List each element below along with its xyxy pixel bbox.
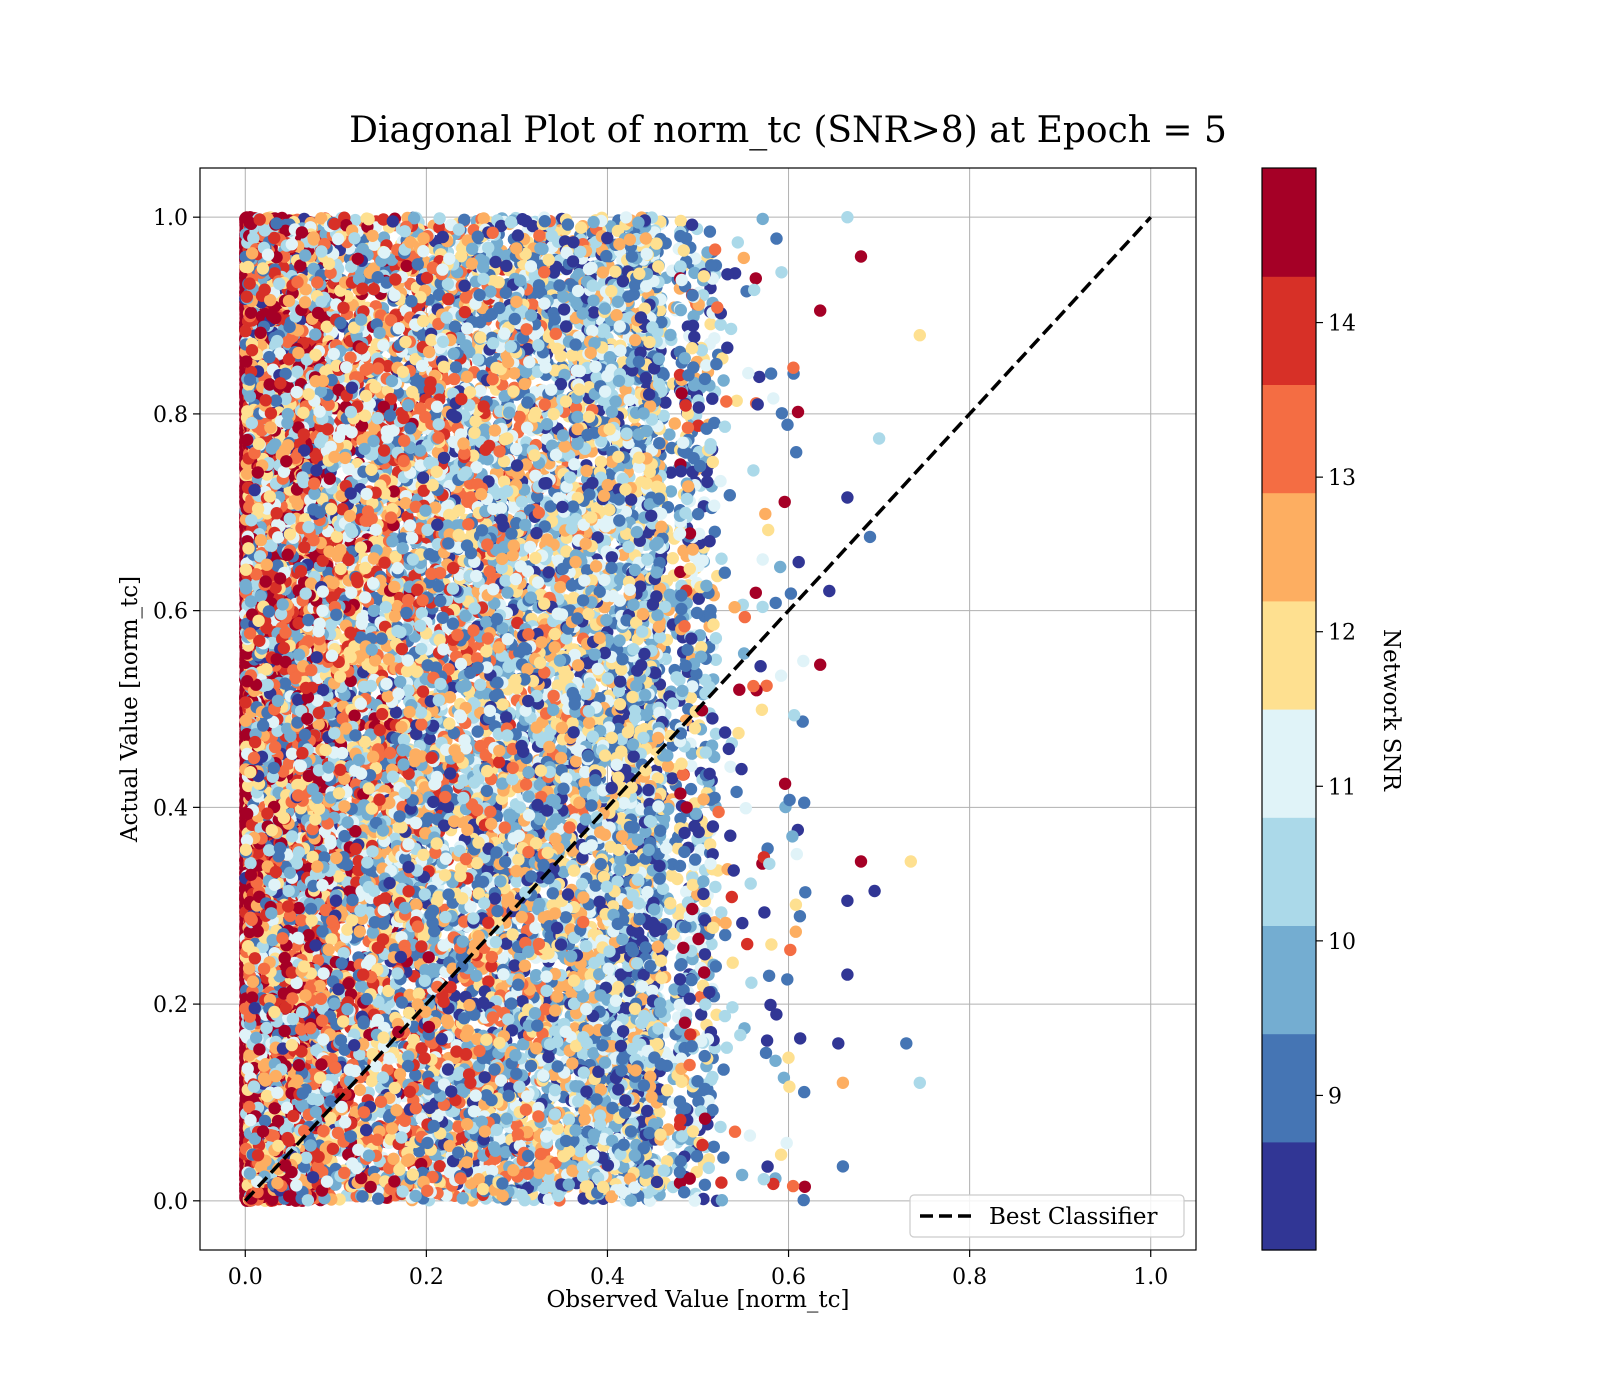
scatter-points xyxy=(239,211,926,1208)
chart-title: Diagonal Plot of norm_tc (SNR>8) at Epoc… xyxy=(349,110,1227,151)
